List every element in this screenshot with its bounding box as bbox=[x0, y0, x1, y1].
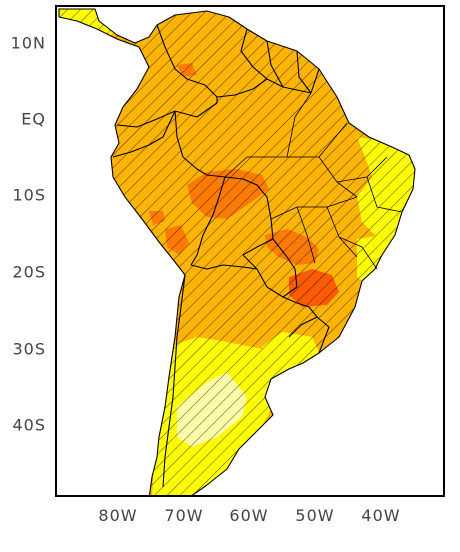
border-suriname-fguiana bbox=[296, 50, 312, 94]
map-frame bbox=[55, 5, 445, 497]
border-ecuador-peru bbox=[112, 110, 176, 158]
border-colombia-venezuela bbox=[156, 24, 218, 98]
lon-label-50w: 50W bbox=[295, 506, 335, 525]
border-uruguay bbox=[288, 316, 330, 354]
border-peru-bolivia bbox=[190, 176, 226, 266]
border-bolivia-argentina bbox=[190, 264, 258, 270]
border-bolivia-paraguay bbox=[242, 254, 258, 270]
lat-label-10s: 10S bbox=[12, 185, 46, 205]
border-argentina-brazil bbox=[282, 296, 318, 318]
border-colombia-ecuador bbox=[116, 110, 176, 128]
south-america-map bbox=[58, 8, 416, 495]
lat-label-20s: 20S bbox=[12, 262, 46, 282]
lat-label-10n: 10N bbox=[10, 33, 46, 53]
border-guyana-suriname bbox=[266, 40, 284, 88]
precip-field bbox=[59, 9, 415, 495]
lat-label-40s: 40S bbox=[12, 415, 46, 435]
lon-label-40w: 40W bbox=[361, 506, 401, 525]
country-borders bbox=[58, 8, 416, 495]
lon-label-80w: 80W bbox=[98, 506, 138, 525]
lon-label-70w: 70W bbox=[164, 506, 204, 525]
lat-label-30s: 30S bbox=[12, 339, 46, 359]
lon-label-60w: 60W bbox=[229, 506, 269, 525]
border-colombia-brazil bbox=[174, 97, 218, 118]
border-peru-brazil bbox=[174, 110, 226, 178]
lat-label-eq: EQ bbox=[21, 109, 46, 129]
border-bolivia-brazil bbox=[224, 176, 274, 256]
border-venezuela-guyana bbox=[240, 28, 268, 80]
state-lines-brazil bbox=[224, 92, 403, 270]
significance-hatching bbox=[59, 9, 415, 495]
border-paraguay-brazil bbox=[272, 238, 298, 298]
border-paraguay-argentina bbox=[256, 268, 284, 298]
border-chile-argentina bbox=[162, 274, 186, 488]
